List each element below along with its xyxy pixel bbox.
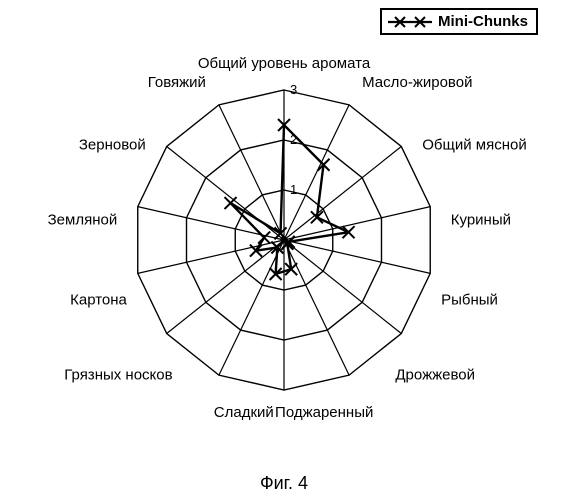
series-marker [258, 232, 270, 244]
category-label: Грязных носков [64, 367, 172, 384]
series-marker [225, 197, 237, 209]
category-label: Общий мясной [422, 137, 526, 154]
category-label: Дрожжевой [395, 367, 475, 384]
radar-chart-figure: 123Общий уровень ароматаМасло-жировойОбщ… [0, 0, 568, 500]
axis-tick-label: 3 [290, 82, 297, 97]
chart-legend: Mini-Chunks [380, 8, 538, 35]
axis-tick-label: 1 [290, 182, 297, 197]
category-label: Зерновой [79, 137, 146, 154]
category-label: Поджаренный [275, 404, 373, 421]
category-label: Говяжий [148, 74, 206, 91]
series-line [231, 125, 349, 274]
category-label: Картона [70, 292, 127, 309]
radar-chart-svg: 123Общий уровень ароматаМасло-жировойОбщ… [0, 0, 568, 470]
category-label: Земляной [48, 212, 118, 229]
category-label: Рыбный [441, 292, 498, 309]
category-label: Масло-жировой [362, 74, 472, 91]
category-label: Общий уровень аромата [198, 55, 371, 72]
legend-label: Mini-Chunks [438, 13, 528, 30]
figure-caption: Фиг. 4 [0, 473, 568, 494]
category-label: Куриный [451, 212, 511, 229]
legend-sample-line [388, 15, 432, 29]
category-label: Сладкий [214, 404, 274, 421]
